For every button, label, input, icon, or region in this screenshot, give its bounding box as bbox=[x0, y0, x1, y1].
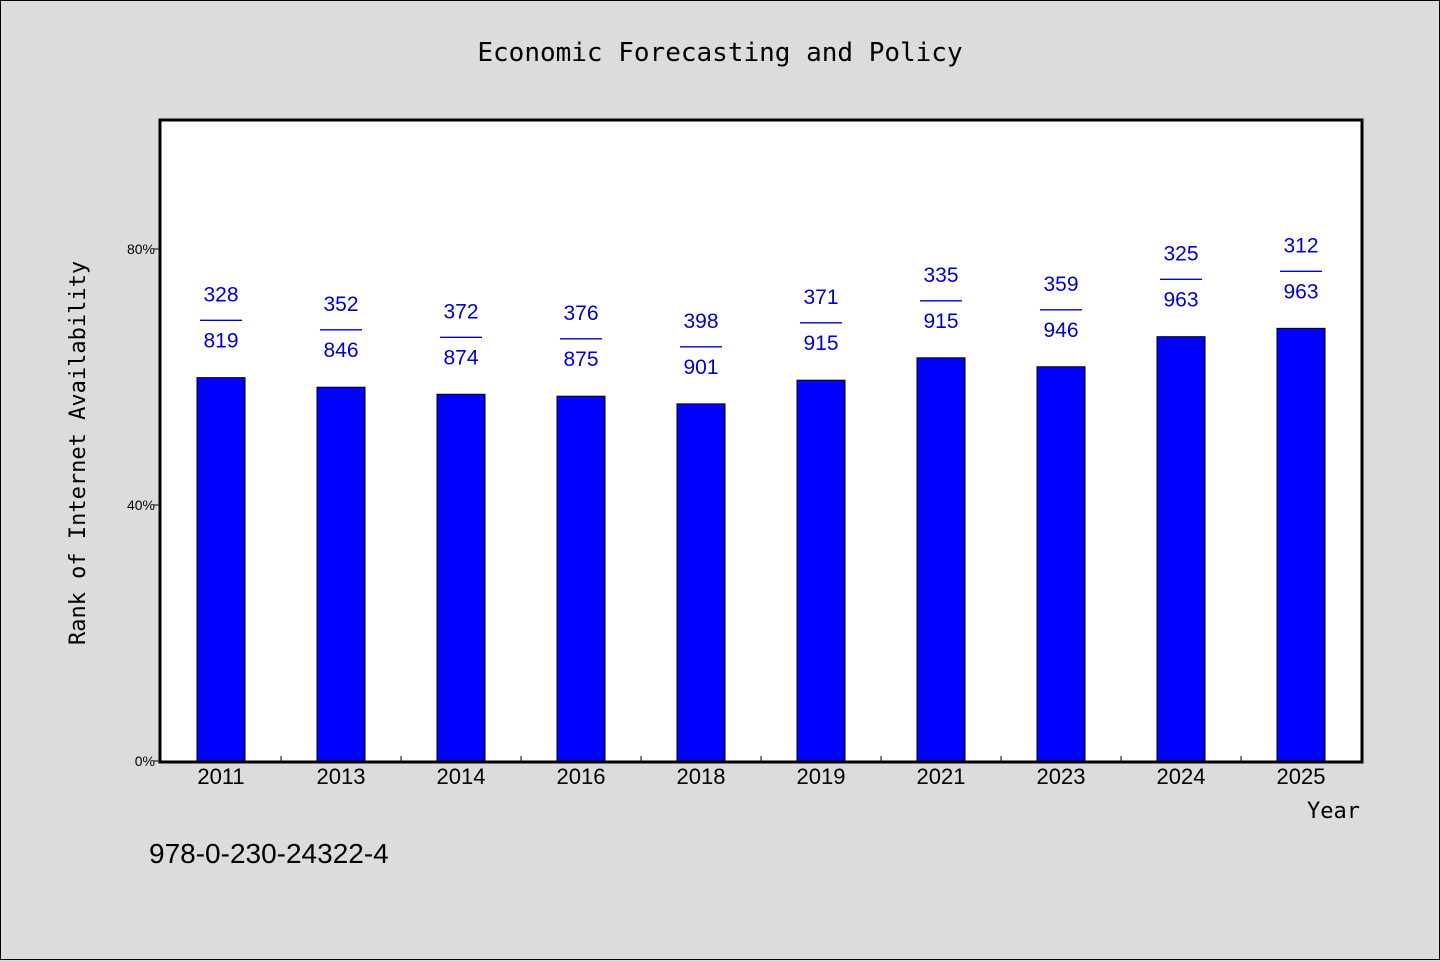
bar bbox=[1156, 336, 1206, 762]
bar bbox=[556, 395, 606, 762]
data-label-separator: —— bbox=[1160, 267, 1202, 290]
y-axis: 0% 40% 80% bbox=[127, 241, 161, 769]
data-label-separator: —— bbox=[440, 324, 482, 347]
bar bbox=[1036, 366, 1086, 762]
bar bbox=[316, 386, 366, 762]
data-label-top: 325 bbox=[1163, 243, 1198, 266]
x-tick-label: 2011 bbox=[197, 764, 244, 789]
y-tick-label: 40% bbox=[127, 497, 155, 513]
y-axis-label: Rank of Internet Availability bbox=[66, 261, 91, 645]
x-axis: 2011 2013 2014 2016 2018 2019 2021 2023 2024 2025 bbox=[197, 756, 1325, 789]
data-label-bottom: 915 bbox=[803, 332, 838, 355]
data-label-separator: —— bbox=[920, 288, 962, 311]
x-tick-label: 2019 bbox=[797, 764, 846, 789]
data-label-top: 352 bbox=[323, 293, 358, 316]
x-tick-label: 2016 bbox=[557, 764, 606, 789]
x-tick-label: 2025 bbox=[1277, 764, 1326, 789]
data-label-bottom: 875 bbox=[563, 348, 598, 371]
chart-title: Economic Forecasting and Policy bbox=[477, 38, 962, 68]
y-tick-label: 80% bbox=[127, 241, 155, 257]
x-axis-label: Year bbox=[1307, 799, 1360, 824]
y-tick-label: 0% bbox=[135, 753, 155, 769]
data-label-top: 335 bbox=[923, 264, 958, 287]
data-label-top: 372 bbox=[443, 300, 478, 323]
x-tick-label: 2018 bbox=[677, 764, 726, 789]
x-tick-label: 2024 bbox=[1157, 764, 1206, 789]
bar bbox=[916, 357, 966, 762]
data-labels: 328——819352——846372——874376——875398——901… bbox=[200, 234, 1322, 379]
x-tick-label: 2013 bbox=[317, 764, 366, 789]
bar bbox=[796, 379, 846, 762]
data-label-top: 328 bbox=[203, 284, 238, 307]
data-label-top: 359 bbox=[1043, 273, 1078, 296]
data-label-top: 371 bbox=[803, 286, 838, 309]
data-label-bottom: 901 bbox=[683, 356, 718, 379]
data-label-bottom: 819 bbox=[203, 330, 238, 353]
data-label-bottom: 963 bbox=[1283, 280, 1318, 303]
x-tick-label: 2023 bbox=[1037, 764, 1086, 789]
data-label-top: 312 bbox=[1283, 234, 1318, 257]
data-label-separator: —— bbox=[1280, 258, 1322, 281]
x-tick-label: 2014 bbox=[437, 764, 486, 789]
bar bbox=[676, 403, 726, 762]
data-label-separator: —— bbox=[320, 317, 362, 340]
data-label-top: 398 bbox=[683, 310, 718, 333]
bars bbox=[196, 327, 1326, 762]
x-tick-label: 2021 bbox=[917, 764, 966, 789]
bar bbox=[436, 393, 486, 762]
bar bbox=[1276, 327, 1326, 762]
data-label-separator: —— bbox=[800, 310, 842, 333]
data-label-separator: —— bbox=[200, 308, 242, 331]
data-label-separator: —— bbox=[560, 326, 602, 349]
data-label-bottom: 946 bbox=[1043, 319, 1078, 342]
bar bbox=[196, 377, 246, 762]
data-label-top: 376 bbox=[563, 302, 598, 325]
data-label-separator: —— bbox=[680, 334, 722, 357]
footnote: 978-0-230-24322-4 bbox=[149, 838, 389, 869]
data-label-bottom: 874 bbox=[443, 346, 478, 369]
data-label-bottom: 915 bbox=[923, 310, 958, 333]
data-label-bottom: 963 bbox=[1163, 289, 1198, 312]
data-label-separator: —— bbox=[1040, 297, 1082, 320]
data-label-bottom: 846 bbox=[323, 339, 358, 362]
